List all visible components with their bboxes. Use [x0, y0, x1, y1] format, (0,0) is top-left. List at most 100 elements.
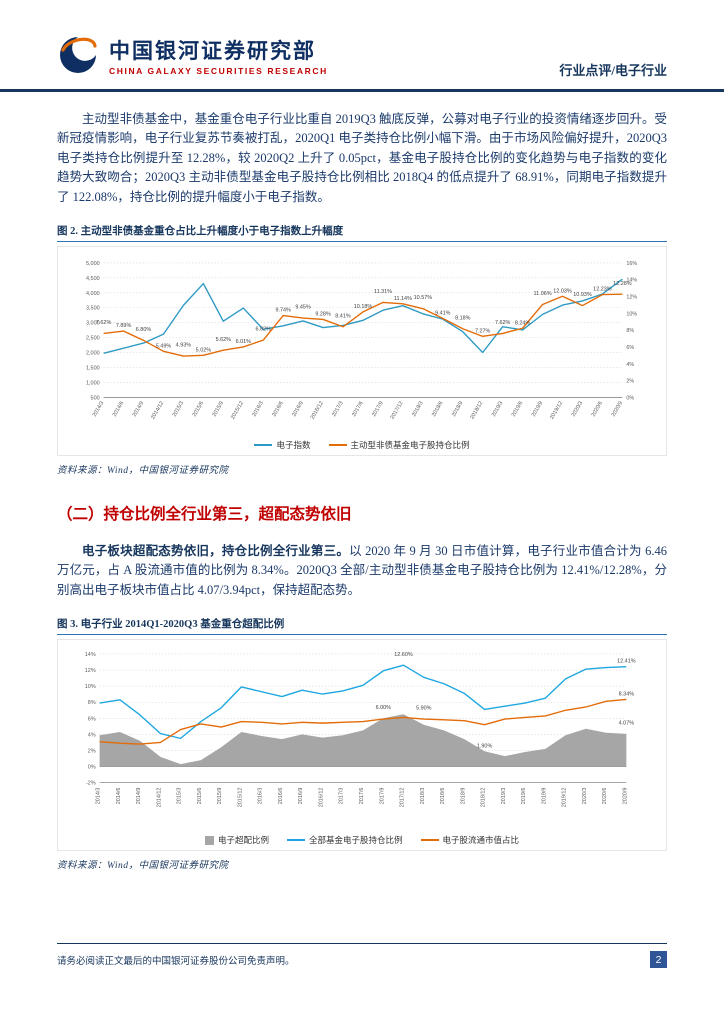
svg-text:1.90%: 1.90%	[477, 743, 493, 749]
svg-text:2020/3: 2020/3	[571, 400, 585, 417]
figure-3: 图 3. 电子行业 2014Q1-2020Q3 基金重仓超配比例 -2% 0% 2%…	[57, 616, 667, 871]
svg-text:10.18%: 10.18%	[354, 304, 373, 310]
svg-text:500: 500	[91, 395, 100, 401]
svg-text:11.14%: 11.14%	[394, 296, 412, 302]
svg-text:2014/6: 2014/6	[116, 788, 122, 805]
svg-text:2018/9: 2018/9	[451, 400, 465, 417]
svg-text:16%: 16%	[626, 261, 637, 267]
svg-text:2015/12: 2015/12	[230, 400, 245, 420]
svg-text:2018/12: 2018/12	[481, 788, 487, 808]
svg-text:6%: 6%	[626, 345, 634, 351]
svg-text:2,500: 2,500	[86, 336, 100, 342]
svg-text:4.07%: 4.07%	[619, 721, 635, 727]
svg-text:3,000: 3,000	[86, 321, 100, 327]
svg-text:2016/6: 2016/6	[271, 400, 285, 417]
svg-text:2020/3: 2020/3	[582, 788, 588, 805]
company-name-cn: 中国银河证券研究部	[109, 39, 316, 64]
svg-text:2,000: 2,000	[86, 351, 100, 357]
report-content: 主动型非债基金中，基金重仓电子行业比重自 2019Q3 触底反弹，公募对电子行业…	[0, 110, 724, 871]
legend-swatch	[420, 839, 439, 842]
svg-text:2020/9: 2020/9	[622, 788, 628, 805]
figure-3-chart: -2% 0% 2% 4% 6% 8% 10% 12% 14% 2014/3 2014/6 2014/9…	[85, 652, 636, 808]
body-paragraph-2: 电子板块超配态势依旧，持仓比例全行业第三。以 2020 年 9 月 30 日市值…	[57, 542, 667, 600]
legend-swatch	[254, 444, 273, 447]
svg-text:2016/6: 2016/6	[278, 788, 284, 805]
section-2-heading: （二）持仓比例全行业第三，超配态势依旧	[57, 506, 352, 524]
svg-text:4%: 4%	[88, 733, 96, 739]
svg-text:2016/9: 2016/9	[291, 400, 305, 417]
brand-block: 中国银河证券研究部 CHINA GALAXY SECURITIES RESEAR…	[57, 34, 328, 81]
svg-text:2014/3: 2014/3	[96, 788, 102, 805]
svg-text:9.74%: 9.74%	[275, 307, 291, 313]
svg-text:5,000: 5,000	[86, 261, 100, 267]
svg-text:-2%: -2%	[86, 781, 96, 787]
svg-text:9.41%: 9.41%	[435, 310, 451, 316]
svg-text:8.18%: 8.18%	[455, 315, 471, 321]
svg-text:8%: 8%	[626, 328, 634, 334]
figure-2-title: 图 2. 主动型非债基金重仓占比上升幅度小于电子指数上升幅度	[57, 223, 667, 242]
figure-2-chart-box: 500 1,000 1,500 2,000 2,500 3,000 3,500 4,000 4,…	[57, 245, 667, 457]
figure-2: 图 2. 主动型非债基金重仓占比上升幅度小于电子指数上升幅度 500 1,000 1…	[57, 223, 667, 476]
legend-label: 主动型非债基金电子股持仓比例	[350, 440, 470, 451]
svg-text:5.49%: 5.49%	[156, 343, 172, 349]
svg-text:2020/6: 2020/6	[602, 788, 608, 805]
svg-text:2018/3: 2018/3	[411, 400, 425, 417]
svg-text:6.01%: 6.01%	[236, 339, 252, 345]
svg-text:2014/6: 2014/6	[112, 400, 126, 417]
report-header: 中国银河证券研究部 CHINA GALAXY SECURITIES RESEAR…	[0, 0, 724, 92]
svg-text:1,000: 1,000	[86, 380, 100, 386]
figure-3-title: 图 3. 电子行业 2014Q1-2020Q3 基金重仓超配比例	[57, 616, 667, 636]
svg-text:8%: 8%	[88, 700, 96, 706]
svg-text:2019/6: 2019/6	[521, 788, 527, 805]
figure-2-legend: 电子指数 主动型非债基金电子股持仓比例	[60, 439, 664, 451]
svg-text:2017/3: 2017/3	[339, 788, 345, 805]
svg-text:2015/9: 2015/9	[212, 400, 226, 417]
svg-text:9.45%: 9.45%	[295, 305, 311, 311]
svg-text:10%: 10%	[626, 311, 637, 317]
svg-text:2019/12: 2019/12	[549, 400, 564, 420]
svg-text:2018/9: 2018/9	[460, 788, 466, 805]
svg-text:2014/9: 2014/9	[136, 788, 142, 805]
svg-text:2017/9: 2017/9	[379, 788, 385, 805]
legend-swatch	[204, 835, 214, 845]
footer-disclaimer: 请务必阅读正文最后的中国银河证券股份公司免责声明。	[57, 956, 295, 967]
svg-text:0%: 0%	[626, 395, 634, 401]
svg-text:2014/12: 2014/12	[156, 788, 162, 808]
svg-text:2015/3: 2015/3	[172, 400, 186, 417]
svg-text:10.93%: 10.93%	[573, 292, 592, 298]
svg-text:11.31%: 11.31%	[374, 289, 392, 295]
svg-text:11.06%: 11.06%	[534, 291, 552, 297]
svg-text:2015/6: 2015/6	[192, 400, 206, 417]
svg-text:2%: 2%	[626, 379, 634, 385]
svg-text:5.90%: 5.90%	[416, 706, 432, 712]
svg-text:0%: 0%	[88, 765, 96, 771]
svg-text:7.62%: 7.62%	[96, 320, 112, 326]
svg-text:2017/3: 2017/3	[331, 400, 345, 417]
svg-text:7.62%: 7.62%	[495, 320, 511, 326]
legend-item: 电子股流通市值占比	[420, 834, 519, 846]
galaxy-logo-icon	[57, 34, 99, 81]
legend-item: 全部基金电子股持仓比例	[286, 834, 403, 846]
figure-3-legend: 电子超配比例 全部基金电子股持仓比例 电子股流通市值占比	[60, 834, 664, 846]
svg-text:2014/9: 2014/9	[132, 400, 146, 417]
brand-text: 中国银河证券研究部 CHINA GALAXY SECURITIES RESEAR…	[109, 39, 328, 75]
legend-label: 电子指数	[276, 440, 311, 451]
paragraph-2-rest: 以 2020 年 9 月 30 日市值计算，电子行业市值合计为 6.46 万亿元…	[57, 544, 667, 597]
svg-text:2015/12: 2015/12	[237, 788, 243, 808]
figure-2-source: 资料来源：Wind，中国银河证券研究院	[57, 466, 229, 477]
legend-item: 主动型非债基金电子股持仓比例	[328, 439, 470, 451]
svg-text:2018/3: 2018/3	[420, 788, 426, 805]
doc-type-label: 行业点评/电子行业	[559, 63, 667, 78]
svg-text:2016/3: 2016/3	[258, 788, 264, 805]
svg-text:8.41%: 8.41%	[335, 313, 351, 319]
page-number-badge: 2	[650, 951, 667, 968]
svg-text:5.62%: 5.62%	[216, 337, 232, 343]
svg-text:12.28%: 12.28%	[613, 281, 632, 287]
svg-text:2018/6: 2018/6	[440, 788, 446, 805]
paragraph-2-lead: 电子板块超配态势依旧，持仓比例全行业第三。	[82, 544, 350, 559]
legend-swatch	[328, 444, 347, 447]
svg-text:4%: 4%	[626, 362, 634, 368]
svg-text:5.02%: 5.02%	[196, 347, 212, 353]
svg-text:1,500: 1,500	[86, 366, 100, 372]
